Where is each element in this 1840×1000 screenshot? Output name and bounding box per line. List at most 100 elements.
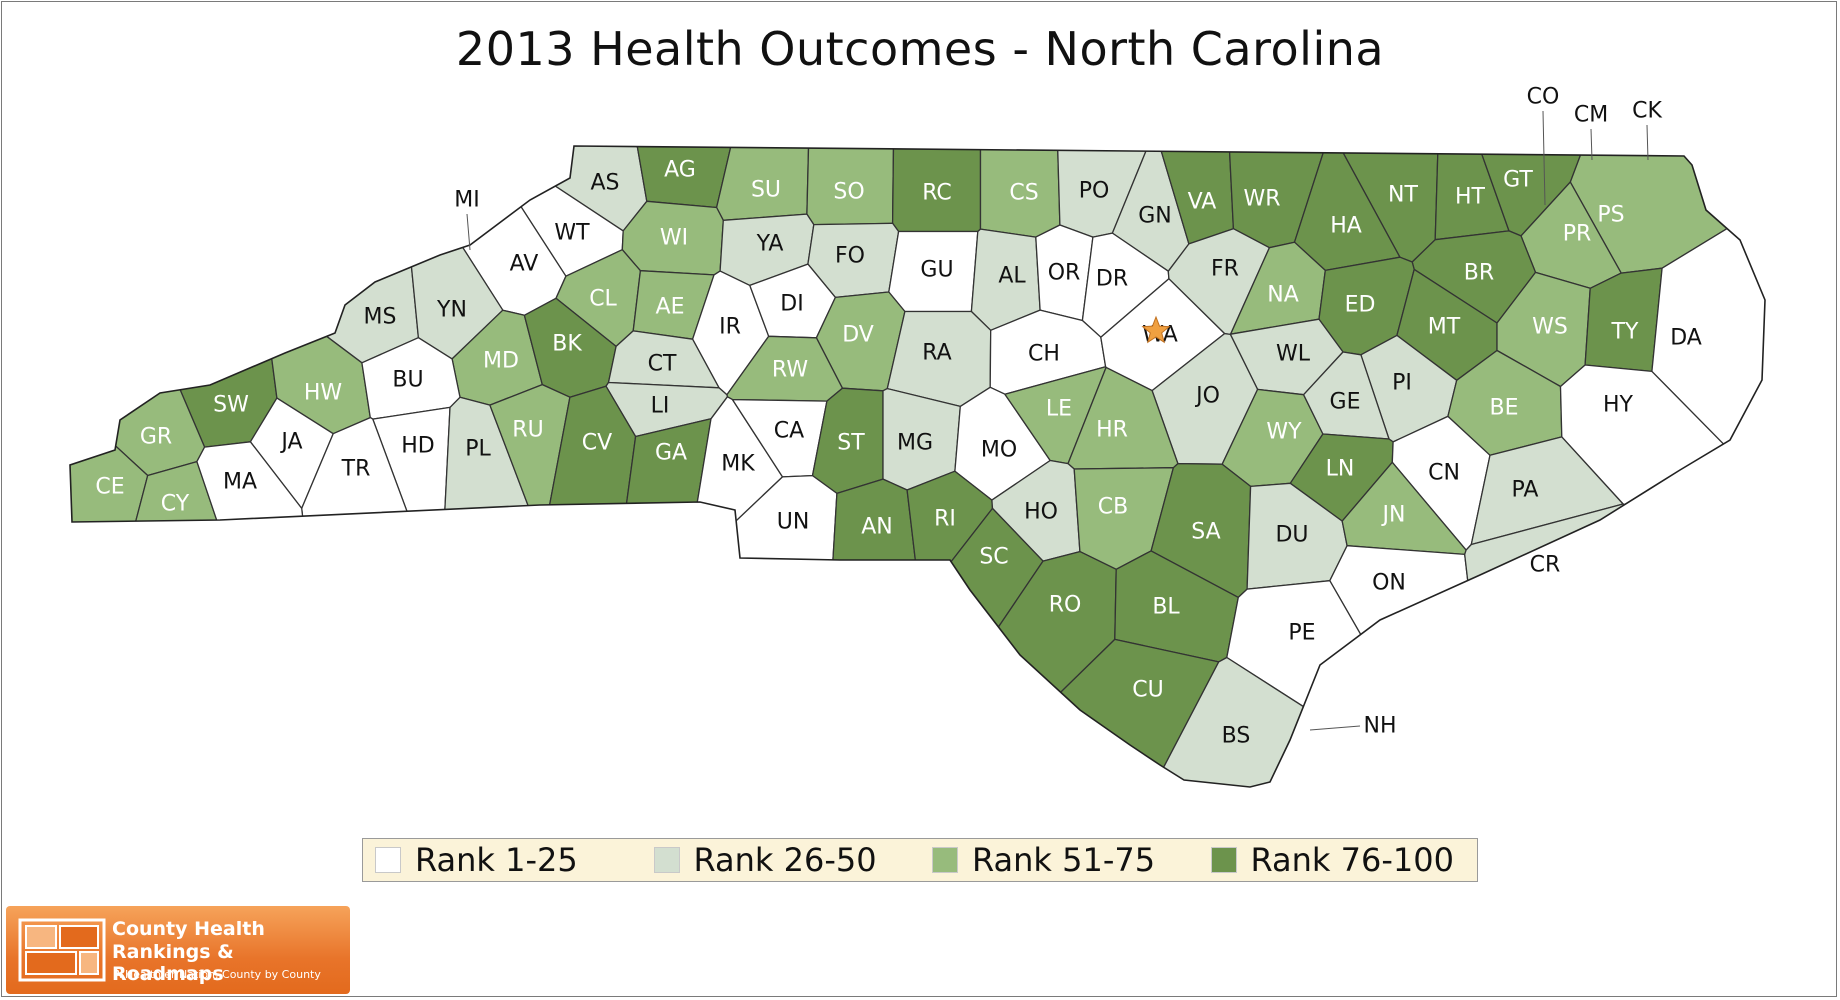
county-cr[interactable]	[1464, 503, 1800, 820]
logo-name-line1: County Health	[112, 918, 265, 940]
state-outline	[69, 145, 1766, 788]
county-label-rw: RW	[772, 358, 808, 383]
county-health-rankings-logo[interactable]: County Health Rankings & Roadmaps A Heal…	[6, 906, 350, 994]
logo-tagline: A Healthier Nation, County by County	[114, 968, 321, 981]
county-label-ck: CK	[1632, 99, 1662, 124]
legend-item-rank-1-25: Rank 1-25	[375, 841, 642, 879]
county-label-ps: PS	[1597, 203, 1624, 228]
county-label-tr: TR	[341, 457, 371, 482]
leader-line-mi	[466, 213, 471, 251]
county-so[interactable]	[806, 120, 895, 226]
legend: Rank 1-25 Rank 26-50 Rank 51-75 Rank 76-…	[362, 838, 1478, 882]
county-label-pl: PL	[465, 437, 491, 462]
county-label-du: DU	[1275, 523, 1308, 548]
county-label-ty: TY	[1611, 320, 1639, 345]
county-label-hw: HW	[304, 381, 343, 406]
county-label-ed: ED	[1345, 293, 1376, 318]
county-label-be: BE	[1490, 396, 1519, 421]
county-su[interactable]	[715, 120, 810, 221]
county-shapes	[40, 120, 1800, 820]
county-rc[interactable]	[891, 120, 982, 233]
county-label-mo: MO	[981, 438, 1017, 463]
county-label-bl: BL	[1152, 595, 1180, 620]
county-label-fo: FO	[835, 244, 865, 269]
county-label-hr: HR	[1096, 418, 1128, 443]
county-label-ga: GA	[655, 441, 687, 466]
county-label-yn: YN	[436, 298, 467, 323]
county-label-ch: CH	[1028, 342, 1060, 367]
county-label-ra: RA	[922, 341, 951, 366]
county-label-gr: GR	[140, 425, 172, 450]
legend-label-rank-26-50: Rank 26-50	[693, 841, 877, 879]
county-label-sw: SW	[213, 393, 249, 418]
county-label-cm: CM	[1574, 103, 1608, 128]
county-label-ca: CA	[774, 419, 804, 444]
legend-swatch-rank-76-100	[1210, 847, 1237, 873]
county-label-ya: YA	[756, 232, 784, 257]
county-label-br: BR	[1464, 261, 1494, 286]
county-label-ge: GE	[1330, 390, 1361, 415]
county-label-ir: IR	[719, 315, 741, 340]
county-label-va: VA	[1188, 190, 1217, 215]
county-label-mt: MT	[1428, 315, 1461, 340]
county-label-jn: JN	[1381, 503, 1406, 528]
county-label-ws: WS	[1532, 315, 1568, 340]
leader-line-co	[1542, 110, 1546, 206]
county-label-wt: WT	[554, 221, 590, 246]
county-label-pa: PA	[1512, 478, 1539, 503]
county-label-on: ON	[1372, 571, 1406, 596]
county-label-co: CO	[1527, 85, 1560, 110]
state-capital-star-icon	[1141, 315, 1171, 344]
county-label-cv: CV	[582, 431, 612, 456]
county-label-po: PO	[1079, 179, 1110, 204]
county-label-gn: GN	[1138, 204, 1172, 229]
legend-label-rank-1-25: Rank 1-25	[415, 841, 578, 879]
roadmap-logo-icon	[18, 918, 106, 982]
legend-label-rank-51-75: Rank 51-75	[972, 841, 1156, 879]
county-label-cy: CY	[161, 492, 190, 517]
county-cs[interactable]	[979, 120, 1061, 238]
county-ge[interactable]	[1302, 351, 1390, 440]
county-label-pr: PR	[1563, 222, 1592, 247]
county-on[interactable]	[1329, 545, 1497, 820]
leader-line-cm	[1590, 128, 1593, 161]
county-label-na: NA	[1267, 283, 1299, 308]
county-label-ja: JA	[279, 430, 302, 455]
county-label-ro: RO	[1049, 593, 1082, 618]
county-label-cr: CR	[1530, 553, 1561, 578]
county-label-ha: HA	[1330, 214, 1362, 239]
county-label-dr: DR	[1096, 267, 1128, 292]
county-label-bu: BU	[392, 368, 423, 393]
county-label-ho: HO	[1024, 500, 1058, 525]
legend-swatch-rank-1-25	[375, 847, 401, 873]
county-label-an: AN	[861, 515, 893, 540]
county-label-gu: GU	[920, 258, 953, 283]
county-label-wi: WI	[660, 226, 688, 251]
map-title: 2013 Health Outcomes - North Carolina	[455, 22, 1385, 76]
county-label-pe: PE	[1288, 621, 1315, 646]
county-label-al: AL	[998, 264, 1026, 289]
legend-item-rank-26-50: Rank 26-50	[653, 841, 921, 879]
county-label-da: DA	[1670, 326, 1702, 351]
county-label-ru: RU	[512, 418, 543, 443]
county-label-jo: JO	[1194, 384, 1220, 409]
county-label-mi: MI	[454, 188, 479, 213]
county-label-ms: MS	[364, 305, 397, 330]
county-label-cn: CN	[1428, 461, 1460, 486]
county-label-nh: NH	[1364, 714, 1397, 739]
county-gr[interactable]	[40, 120, 206, 477]
county-label-ht: HT	[1455, 185, 1486, 210]
county-label-dv: DV	[842, 323, 874, 348]
logo-name-line2: Rankings & Roadmaps	[112, 941, 234, 985]
county-label-li: LI	[651, 394, 670, 419]
county-label-pi: PI	[1392, 371, 1412, 396]
county-label-so: SO	[833, 180, 864, 205]
county-label-av: AV	[510, 252, 539, 277]
county-label-fr: FR	[1211, 257, 1239, 282]
county-label-rc: RC	[922, 181, 952, 206]
county-label-md: MD	[483, 349, 519, 374]
county-label-bs: BS	[1222, 724, 1251, 749]
county-label-un: UN	[777, 510, 810, 535]
county-label-bk: BK	[552, 332, 582, 357]
